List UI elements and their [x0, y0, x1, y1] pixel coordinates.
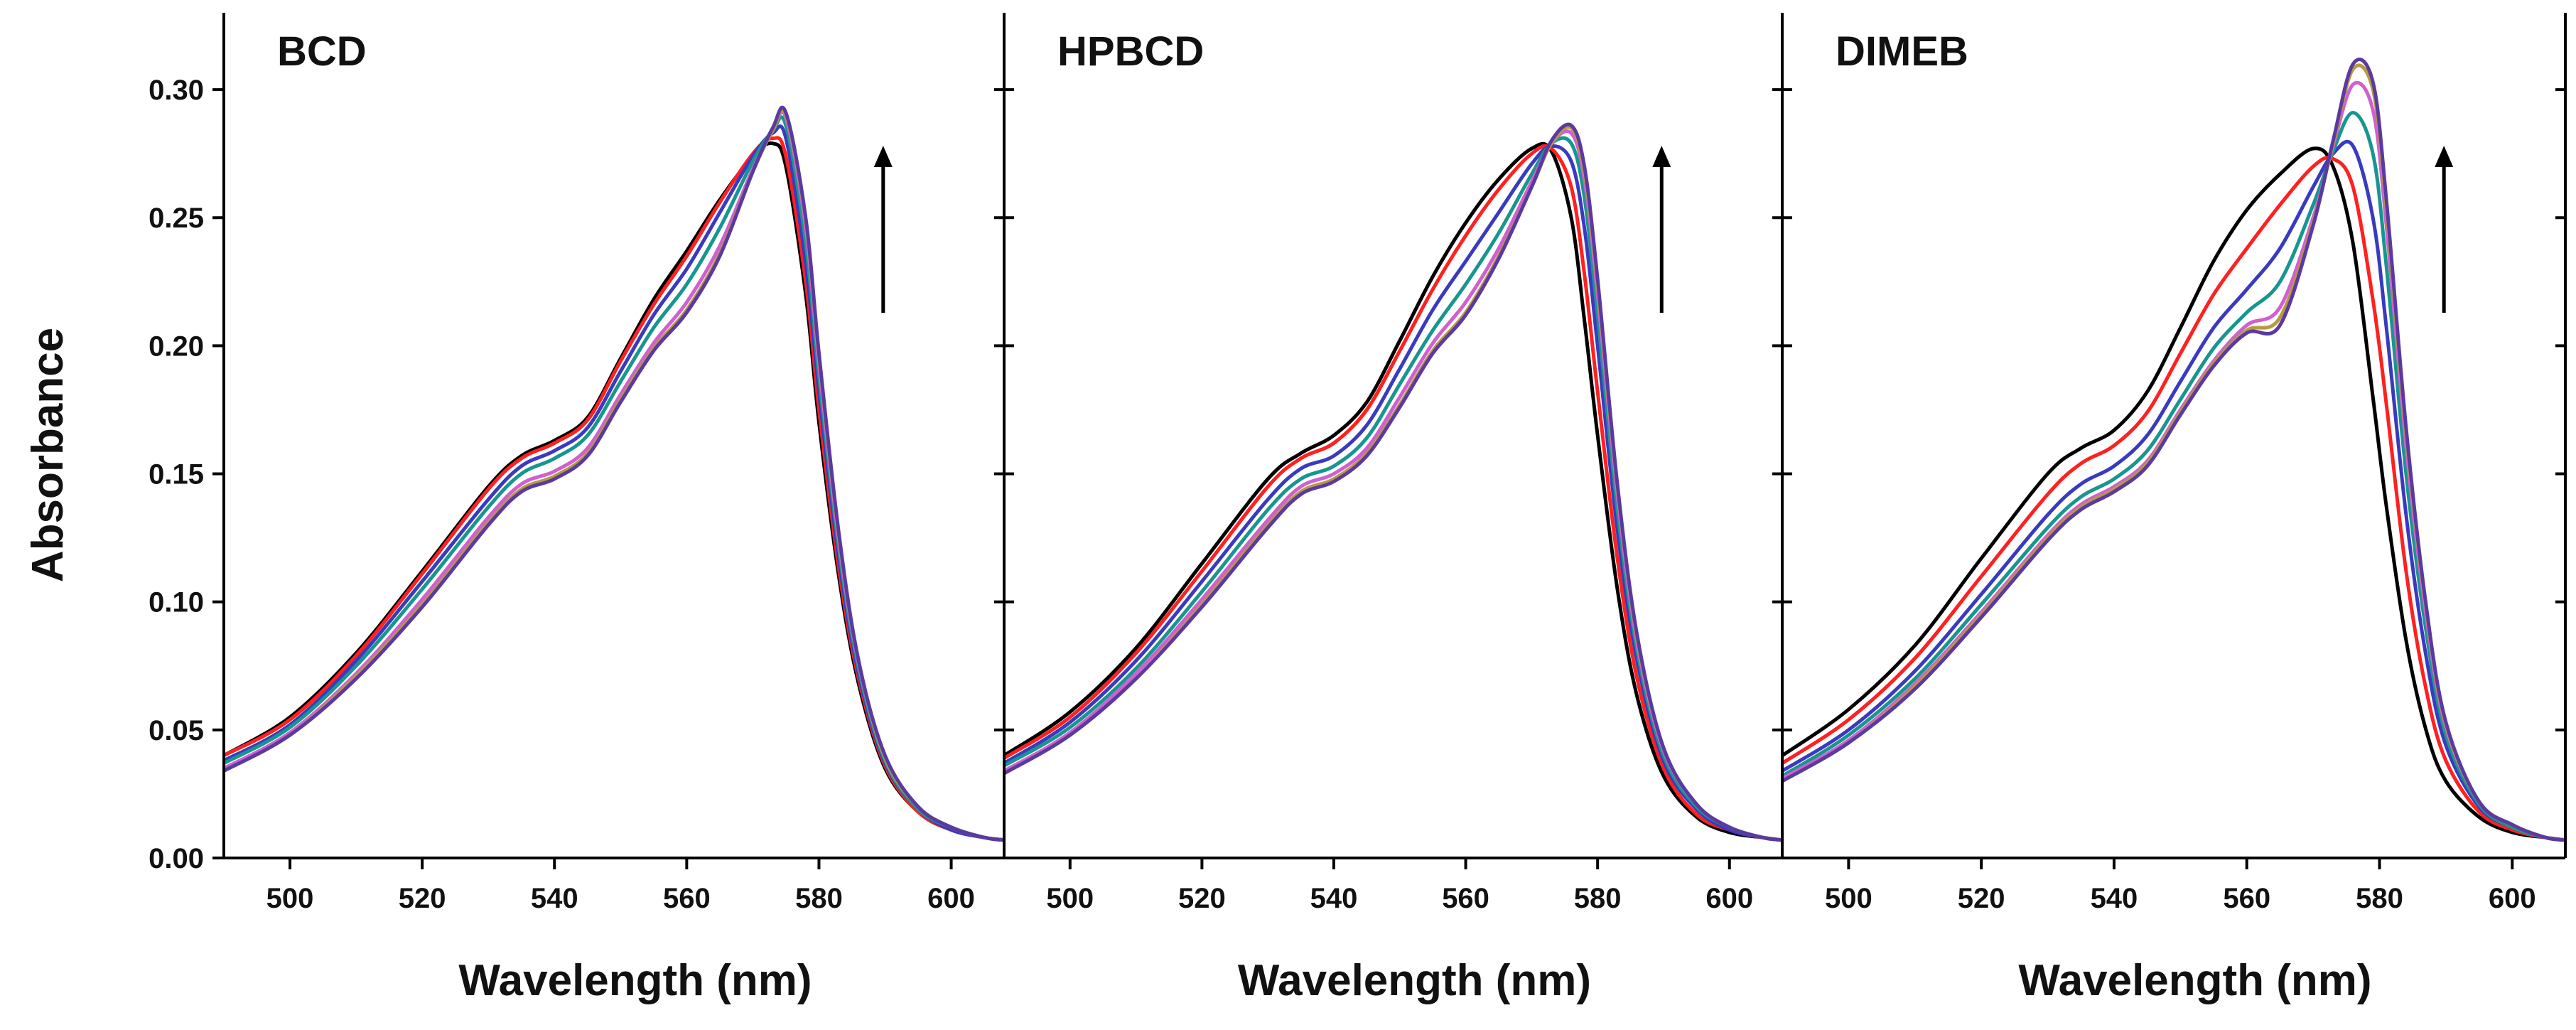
x-tick-label: 520 [1958, 883, 2005, 914]
series-line-3 [224, 124, 1004, 842]
x-tick-label: 560 [663, 883, 711, 914]
y-tick-label: 0.30 [149, 75, 204, 106]
x-tick-label: 600 [927, 883, 975, 914]
x-tick-label: 500 [1046, 883, 1094, 914]
series-line-4 [1782, 111, 2565, 842]
x-tick-label: 600 [2489, 883, 2536, 914]
series-line-2 [224, 136, 1004, 842]
x-tick-label: 540 [531, 883, 578, 914]
x-tick-label: 540 [1310, 883, 1358, 914]
trend-arrow-head [873, 146, 893, 167]
series-line-7 [224, 105, 1004, 842]
x-tick-label: 600 [1705, 883, 1753, 914]
series-line-1 [1782, 146, 2565, 842]
series-line-7 [1782, 58, 2565, 842]
series-line-3 [1004, 144, 1782, 842]
trend-arrow-head [2435, 146, 2454, 167]
x-axis-title: Wavelength (nm) [1238, 956, 1591, 1005]
panel-title: BCD [277, 28, 367, 75]
series-group [1782, 58, 2565, 842]
series-line-3 [1782, 139, 2565, 842]
x-tick-label: 580 [2356, 883, 2403, 914]
series-line-6 [224, 108, 1004, 842]
y-tick-label: 0.00 [149, 843, 204, 874]
panel-title: DIMEB [1836, 28, 1968, 75]
panel-dimeb: 500 520 540 560 580 600 DIMEB Wavelength (nm) [1781, 13, 2567, 1005]
x-tick-label: 520 [399, 883, 446, 914]
y-axis-title: Absorbance [23, 328, 72, 582]
x-tick-label: 540 [2091, 883, 2138, 914]
series-line-1 [224, 141, 1004, 842]
series-group [1004, 122, 1782, 842]
series-line-7 [1004, 122, 1782, 842]
series-line-2 [1004, 144, 1782, 842]
series-line-5 [1004, 129, 1782, 842]
x-tick-label: 580 [1574, 883, 1622, 914]
trend-arrow-head [1652, 146, 1671, 167]
x-tick-label: 580 [795, 883, 843, 914]
series-group [224, 105, 1004, 842]
series-line-5 [224, 109, 1004, 842]
x-axis-title: Wavelength (nm) [2018, 956, 2371, 1005]
series-line-4 [1004, 136, 1782, 842]
y-tick-label: 0.15 [149, 459, 204, 490]
panel-hpbcd: 500 520 540 560 580 600 HPBCD Wavelength (nm) [1003, 13, 1782, 1005]
y-tick-label: 0.20 [149, 331, 204, 362]
y-tick-label: 0.25 [149, 203, 204, 234]
series-line-6 [1004, 125, 1782, 842]
series-line-1 [1004, 141, 1782, 842]
x-axis-title: Wavelength (nm) [458, 956, 812, 1005]
x-tick-label: 520 [1178, 883, 1226, 914]
x-tick-label: 500 [266, 883, 314, 914]
series-line-4 [224, 115, 1004, 842]
panel-bcd: 0.00 0.05 0.10 0.15 0.20 0.25 0.30 500 520 540 560… [149, 13, 1004, 1005]
y-tick-label: 0.05 [149, 715, 204, 746]
x-tick-label: 500 [1825, 883, 1872, 914]
series-line-2 [1782, 156, 2565, 842]
x-tick-label: 560 [1442, 883, 1489, 914]
y-tick-label: 0.10 [149, 587, 204, 618]
x-tick-label: 560 [2223, 883, 2270, 914]
panel-title: HPBCD [1057, 28, 1204, 75]
